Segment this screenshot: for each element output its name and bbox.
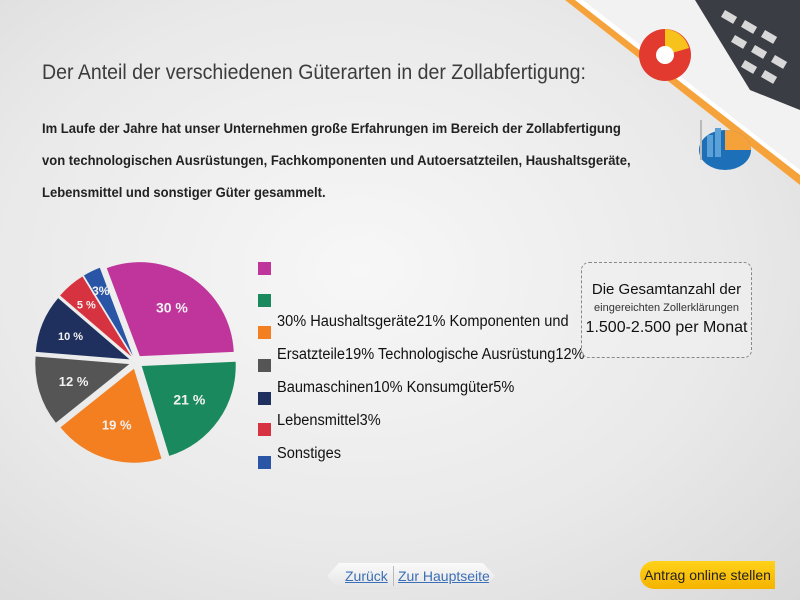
pie-slice xyxy=(83,267,133,356)
pie-slice-label: 12 % xyxy=(59,374,89,389)
legend-swatch-lebensmittel xyxy=(258,423,271,436)
legend-line-2: Ersatzteile19% Technologische Ausrüstung… xyxy=(277,346,585,363)
legend-line-1: 30% Haushaltsgeräte21% Komponenten und xyxy=(277,313,569,330)
apply-online-button[interactable]: Antrag online stellen xyxy=(640,561,775,589)
bottom-navigation: Zurück Zur Hauptseite xyxy=(327,563,495,589)
pie-slice-label: 10 % xyxy=(58,331,83,343)
pie-slice-label: 19 % xyxy=(102,417,132,432)
intro-line-2: von technologischen Ausrüstungen, Fachko… xyxy=(42,152,631,168)
pie-slice xyxy=(35,298,130,360)
legend-text: 30% Haushaltsgeräte21% Komponenten und E… xyxy=(277,305,587,470)
total-box-subheading: eingereichten Zollerklärungen xyxy=(594,302,739,314)
total-box-heading: Die Gesamtanzahl der xyxy=(591,281,742,298)
legend-line-4: Sonstiges xyxy=(277,445,341,462)
legend-swatch-technologische-ausruestung xyxy=(258,326,271,339)
decorative-photo xyxy=(565,0,800,185)
pie-slice-label: 30 % xyxy=(156,299,188,315)
pie-chart: 30 % 21 % 19 % 12 % 10 % 5 % 3% xyxy=(35,262,236,463)
legend-swatch-konsumgueter xyxy=(258,392,271,405)
pie-slice-label: 5 % xyxy=(77,300,96,312)
home-link[interactable]: Zur Hauptseite xyxy=(398,568,490,584)
intro-line-1: Im Laufe der Jahre hat unser Unternehmen… xyxy=(42,120,621,136)
total-box-value: 1.500-2.500 per Monat xyxy=(585,319,748,336)
pie-slice xyxy=(35,356,130,423)
intro-line-3: Lebensmittel und sonstiger Güter gesamme… xyxy=(42,184,326,200)
pie-slice-label: 21 % xyxy=(173,392,205,408)
intro-text: Im Laufe der Jahre hat unser Unternehmen… xyxy=(42,112,637,208)
pie-slice xyxy=(60,276,132,357)
legend-swatch-haushaltsgeraete xyxy=(258,262,271,275)
total-declarations-box: Die Gesamtanzahl der eingereichten Zolle… xyxy=(581,262,752,358)
pie-slice xyxy=(106,262,234,357)
pie-slice-label: 3% xyxy=(92,284,110,298)
legend-line-3: Baumaschinen10% Konsumgüter5% Lebensmitt… xyxy=(277,379,515,429)
nav-separator xyxy=(393,566,394,586)
legend-swatch-sonstiges xyxy=(258,456,271,469)
legend-swatch-komponenten xyxy=(258,294,271,307)
back-link[interactable]: Zurück xyxy=(345,568,388,584)
legend-swatch-baumaschinen xyxy=(258,359,271,372)
page-title: Der Anteil der verschiedenen Güterarten … xyxy=(42,61,586,84)
pie-slice xyxy=(60,368,162,463)
pie-slice xyxy=(141,361,236,456)
